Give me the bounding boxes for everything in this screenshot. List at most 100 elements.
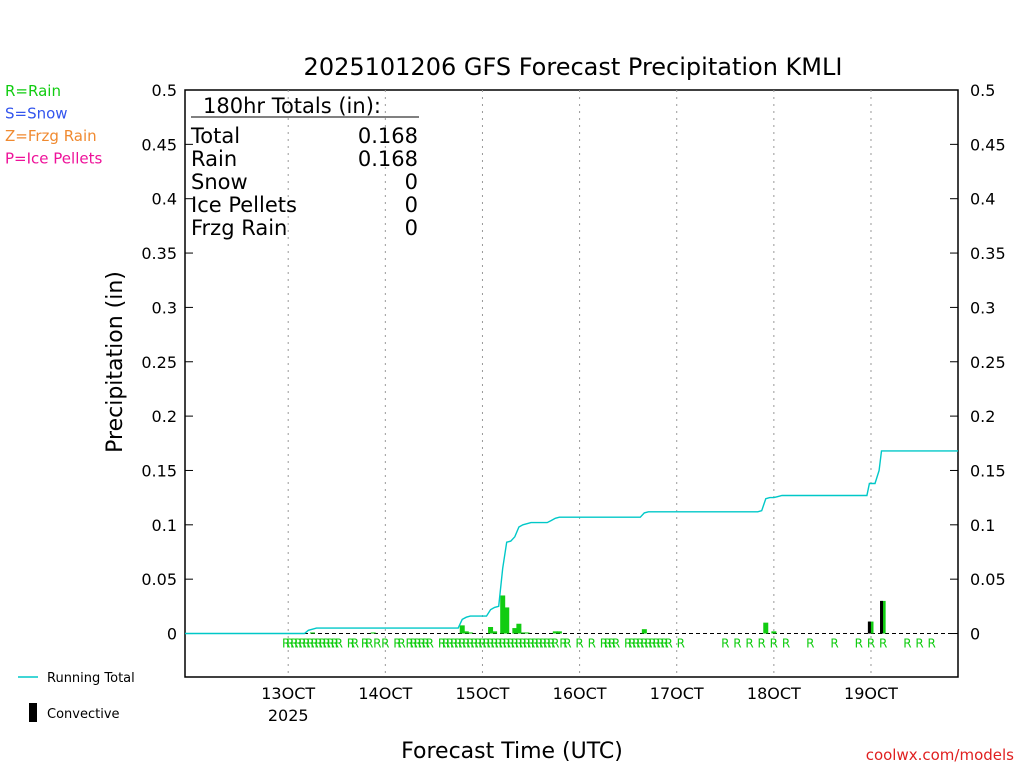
precip-type-mark: R (664, 637, 672, 651)
y-tick-label-right: 0.2 (970, 407, 995, 426)
precip-type-mark: R (588, 637, 596, 651)
y-tick-label-left: 0.1 (152, 516, 177, 535)
precip-type-legend-item: Z=Frzg Rain (5, 127, 97, 145)
precip-type-mark: R (409, 637, 417, 651)
running-total-legend-label: Running Total (47, 671, 135, 686)
precip-type-mark: R (624, 637, 632, 651)
rain-bar (512, 628, 518, 634)
precip-type-mark: R (903, 637, 911, 651)
y-tick-label-right: 0.35 (970, 244, 1006, 263)
totals-row-value: 0.168 (358, 124, 418, 148)
x-tick-label: 15OCT (456, 684, 510, 703)
precip-type-mark: R (442, 637, 450, 651)
precip-type-mark: R (470, 637, 478, 651)
x-tick-label: 17OCT (650, 684, 704, 703)
y-tick-label-left: 0 (167, 625, 177, 644)
precip-type-mark: R (286, 637, 294, 651)
precip-type-mark: R (915, 637, 923, 651)
precip-type-mark: R (397, 637, 405, 651)
precip-type-mark: R (515, 637, 523, 651)
rain-bar (552, 631, 558, 634)
y-tick-label-right: 0.45 (970, 135, 1006, 154)
precip-type-legend-item: S=Snow (5, 105, 68, 123)
convective-bars (867, 600, 884, 634)
precip-type-mark: R (656, 637, 664, 651)
chart-title: 2025101206 GFS Forecast Precipitation KM… (304, 53, 843, 81)
precip-type-mark: R (830, 637, 838, 651)
rain-bar (459, 625, 465, 634)
precip-type-mark: R (454, 637, 462, 651)
rain-bar (500, 595, 506, 634)
precip-type-mark: R (486, 637, 494, 651)
precip-type-mark: R (543, 637, 551, 651)
rain-bar (771, 631, 777, 634)
precip-type-mark: R (282, 637, 290, 651)
precip-type-mark: R (314, 637, 322, 651)
precip-type-mark: R (478, 637, 486, 651)
precip-type-mark: R (294, 637, 302, 651)
convective-bar (867, 621, 871, 634)
running-total-line (185, 450, 958, 635)
precip-type-mark: R (331, 637, 339, 651)
x-axis-label: Forecast Time (UTC) (401, 739, 623, 764)
precip-type-mark: R (563, 637, 571, 651)
rain-bar (516, 623, 522, 634)
y-axis-left: 0 0.05 0.1 0.15 0.2 0.25 0.3 0.35 0.4 0.45 0.5 (141, 81, 193, 644)
y-tick-label-left: 0.5 (152, 81, 177, 100)
precip-type-mark: R (393, 637, 401, 651)
precip-type-mark: R (535, 637, 543, 651)
totals-row-label: Snow (191, 170, 248, 194)
precip-type-mark: R (462, 637, 470, 651)
x-tick-label: 19OCT (844, 684, 898, 703)
precip-type-mark: R (426, 637, 434, 651)
precip-type-legend: R=Rain S=Snow Z=Frzg Rain P=Ice Pellets (5, 82, 102, 168)
precip-type-mark: R (608, 637, 616, 651)
rain-bar (880, 600, 886, 634)
precip-type-mark: R (290, 637, 298, 651)
precip-type-mark: R (640, 637, 648, 651)
credit-link[interactable]: coolwx.com/models (866, 746, 1014, 764)
precip-type-mark: R (450, 637, 458, 651)
precip-type-mark: R (721, 637, 729, 651)
y-tick-label-left: 0.2 (152, 407, 177, 426)
precip-type-mark: R (644, 637, 652, 651)
precip-type-mark: R (335, 637, 343, 651)
precip-type-mark: R (660, 637, 668, 651)
precip-type-mark: R (867, 637, 875, 651)
y-tick-label-right: 0.1 (970, 516, 995, 535)
rain-bar (492, 631, 498, 634)
precip-type-mark: R (361, 637, 369, 651)
precip-type-legend-item: P=Ice Pellets (5, 150, 102, 168)
precip-type-mark: R (499, 637, 507, 651)
totals-row-label: Ice Pellets (191, 193, 297, 217)
y-axis-right: 0 0.05 0.1 0.15 0.2 0.25 0.3 0.35 0.4 0.45 0.5 (950, 81, 1006, 644)
y-axis-label: Precipitation (in) (103, 271, 128, 453)
rain-bar (641, 629, 647, 634)
y-tick-label-left: 0.3 (152, 298, 177, 317)
precip-type-mark: R (523, 637, 531, 651)
precip-type-mark: R (511, 637, 519, 651)
precip-type-mark: R (928, 637, 936, 651)
precip-type-mark: R (327, 637, 335, 651)
precip-type-mark: R (604, 637, 612, 651)
precip-type-mark: R (745, 637, 753, 651)
precip-type-mark: R (422, 637, 430, 651)
rain-bar (868, 621, 874, 634)
totals-row-label: Total (190, 124, 240, 148)
precip-type-mark: R (466, 637, 474, 651)
rain-bar (370, 632, 376, 634)
precip-type-mark: R (648, 637, 656, 651)
precip-type-mark: R (347, 637, 355, 651)
precip-type-mark: R (310, 637, 318, 651)
rain-bar (520, 632, 526, 634)
y-tick-label-right: 0.05 (970, 570, 1006, 589)
precip-type-mark: R (298, 637, 306, 651)
precip-type-mark: R (636, 637, 644, 651)
totals-row-value: 0.168 (358, 147, 418, 171)
rain-bar (309, 632, 315, 634)
convective-bar (880, 600, 884, 634)
precip-type-mark: R (373, 637, 381, 651)
precip-type-mark: R (418, 637, 426, 651)
x-axis: 13OCT 2025 14OCT 15OCT 16OCT 17OCT 18OCT 19OCT (261, 684, 898, 725)
